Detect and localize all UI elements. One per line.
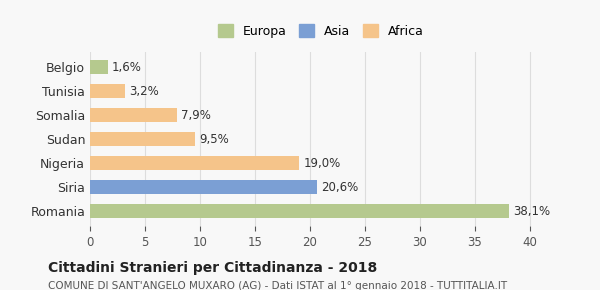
Text: 7,9%: 7,9%: [181, 109, 211, 122]
Bar: [90, 156, 299, 170]
Bar: [90, 132, 194, 146]
Text: COMUNE DI SANT'ANGELO MUXARO (AG) - Dati ISTAT al 1° gennaio 2018 - TUTTITALIA.I: COMUNE DI SANT'ANGELO MUXARO (AG) - Dati…: [48, 281, 507, 290]
Bar: [90, 108, 177, 122]
Bar: [90, 84, 125, 99]
Text: 3,2%: 3,2%: [130, 85, 160, 98]
Text: 38,1%: 38,1%: [514, 205, 551, 218]
Text: 1,6%: 1,6%: [112, 61, 142, 74]
Text: 20,6%: 20,6%: [321, 181, 358, 194]
Text: 9,5%: 9,5%: [199, 133, 229, 146]
Bar: [90, 60, 107, 75]
Text: Cittadini Stranieri per Cittadinanza - 2018: Cittadini Stranieri per Cittadinanza - 2…: [48, 261, 377, 275]
Bar: [90, 180, 317, 194]
Text: 19,0%: 19,0%: [304, 157, 341, 170]
Legend: Europa, Asia, Africa: Europa, Asia, Africa: [214, 20, 428, 41]
Bar: [90, 204, 509, 218]
